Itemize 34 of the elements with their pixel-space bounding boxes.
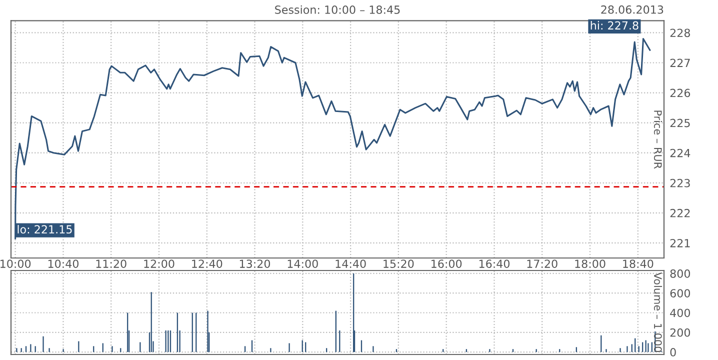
annotation: lo: 221.15 bbox=[18, 224, 72, 234]
x-tick-label: 16:40 bbox=[479, 260, 510, 268]
x-tick-label: 14:40 bbox=[336, 260, 366, 268]
y-tick-label: 800 bbox=[670, 269, 690, 278]
x-tick-label: 12:40 bbox=[192, 260, 222, 268]
x-tick-label: 12:00 bbox=[144, 260, 174, 268]
x-tick-label: 17:20 bbox=[527, 260, 558, 268]
x-tick-label: 18:40 bbox=[623, 260, 654, 268]
y-tick-label: 200 bbox=[670, 328, 690, 337]
x-tick-label: 10:00 bbox=[0, 260, 31, 268]
y-axis-title: Volume – 1 000 bbox=[654, 272, 662, 352]
y-tick-label: 227 bbox=[670, 58, 690, 67]
chart-title: Session: 10:00 – 18:45 bbox=[275, 5, 400, 14]
y-tick-label: 228 bbox=[670, 28, 690, 38]
y-tick-label: 0 bbox=[670, 348, 676, 356]
line-series bbox=[14, 38, 651, 240]
y-tick-label: 223 bbox=[670, 178, 690, 188]
text: 28.06.2013 bbox=[601, 5, 664, 14]
y-tick-label: 225 bbox=[670, 118, 690, 128]
y-tick-label: 400 bbox=[670, 308, 690, 318]
y-tick-label: 600 bbox=[670, 289, 690, 298]
y-tick-label: 224 bbox=[670, 148, 690, 158]
x-tick-label: 11:20 bbox=[96, 260, 126, 268]
x-tick-label: 18:00 bbox=[575, 260, 606, 268]
x-tick-label: 14:00 bbox=[288, 260, 318, 268]
annotation: hi: 227.8 bbox=[590, 21, 638, 30]
x-tick-label: 10:40 bbox=[48, 260, 78, 268]
x-tick-label: 13:20 bbox=[240, 260, 270, 268]
x-tick-label: 15:20 bbox=[384, 260, 414, 268]
x-tick-label: 16:00 bbox=[432, 260, 462, 268]
y-tick-label: 221 bbox=[670, 238, 690, 248]
y-tick-label: 222 bbox=[670, 208, 690, 218]
y-tick-label: 226 bbox=[670, 88, 690, 98]
y-axis-title: Price – RUR bbox=[654, 110, 662, 169]
